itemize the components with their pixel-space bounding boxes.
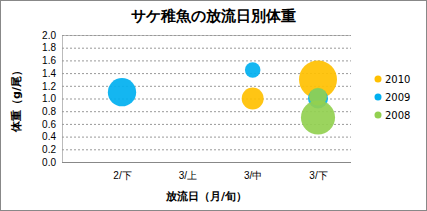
y-tick: 1.6 <box>42 55 351 66</box>
plot-area <box>108 60 337 134</box>
bubble <box>301 100 335 134</box>
y-tick: 0.0 <box>42 157 351 168</box>
x-tick-label: 3/下 <box>309 170 327 181</box>
x-tick-label: 2/下 <box>113 170 131 181</box>
y-axis: 0.0 0.2 0.40.6 0.8 1.01.2 1.4 1.6 1.82.0 <box>42 30 351 168</box>
x-axis-title: 放流日（月/旬） <box>165 190 247 203</box>
y-tick: 0.2 <box>42 144 351 155</box>
x-tick: 3/中 <box>244 170 262 181</box>
x-tick: 2/下 <box>113 170 131 181</box>
chart-border <box>1 1 427 211</box>
bubble <box>242 88 264 110</box>
chart: 0.0 0.2 0.40.6 0.8 1.01.2 1.4 1.6 1.82.0 2/下 3/上 3… <box>0 0 427 211</box>
y-axis-line <box>63 36 352 163</box>
bubble <box>245 62 261 78</box>
legend-marker <box>375 94 382 101</box>
x-tick-label: 3/上 <box>179 170 197 181</box>
grid-line <box>62 48 351 49</box>
y-tick: 1.0 <box>42 93 351 104</box>
legend: 2010 2009 2008 <box>375 74 411 121</box>
y-tick-label: 1.6 <box>42 55 56 66</box>
bubble <box>108 78 136 106</box>
y-tick: 0.4 <box>42 131 351 142</box>
series-2 <box>301 88 335 135</box>
y-tick-label: 2.0 <box>42 30 56 41</box>
bubble <box>309 88 327 106</box>
grid-line <box>62 149 351 150</box>
x-tick: 3/下 <box>309 170 327 181</box>
y-tick-label: 1.4 <box>42 68 56 79</box>
grid-line <box>62 60 351 61</box>
grid-line <box>62 162 351 163</box>
legend-label: 2010 <box>385 74 410 85</box>
legend-marker <box>375 76 382 83</box>
x-tick: 3/上 <box>179 170 197 181</box>
grid-line <box>62 35 351 36</box>
x-axis: 2/下 3/上 3/中 3/下 <box>113 170 327 181</box>
y-tick-label: 0.6 <box>42 119 56 130</box>
legend-label: 2008 <box>385 110 410 121</box>
y-tick-label: 1.0 <box>42 93 56 104</box>
series-1 <box>108 62 328 108</box>
y-tick: 2.0 <box>42 30 351 41</box>
legend-marker <box>375 112 382 119</box>
legend-label: 2009 <box>385 92 410 103</box>
y-axis-title: 体重（g/尾） <box>10 65 23 133</box>
series-0 <box>242 60 337 109</box>
y-tick-label: 1.8 <box>42 42 56 53</box>
grid-line <box>62 99 351 100</box>
y-tick-label: 0.8 <box>42 106 56 117</box>
chart-title: サケ稚魚の放流日別体重 <box>131 7 296 25</box>
y-tick-label: 1.2 <box>42 81 56 92</box>
grid-line <box>62 137 351 138</box>
y-tick-label: 0.2 <box>42 144 56 155</box>
x-tick-label: 3/中 <box>244 170 262 181</box>
y-tick: 1.8 <box>42 42 351 53</box>
y-tick-label: 0.0 <box>42 157 56 168</box>
y-tick-label: 0.4 <box>42 131 56 142</box>
